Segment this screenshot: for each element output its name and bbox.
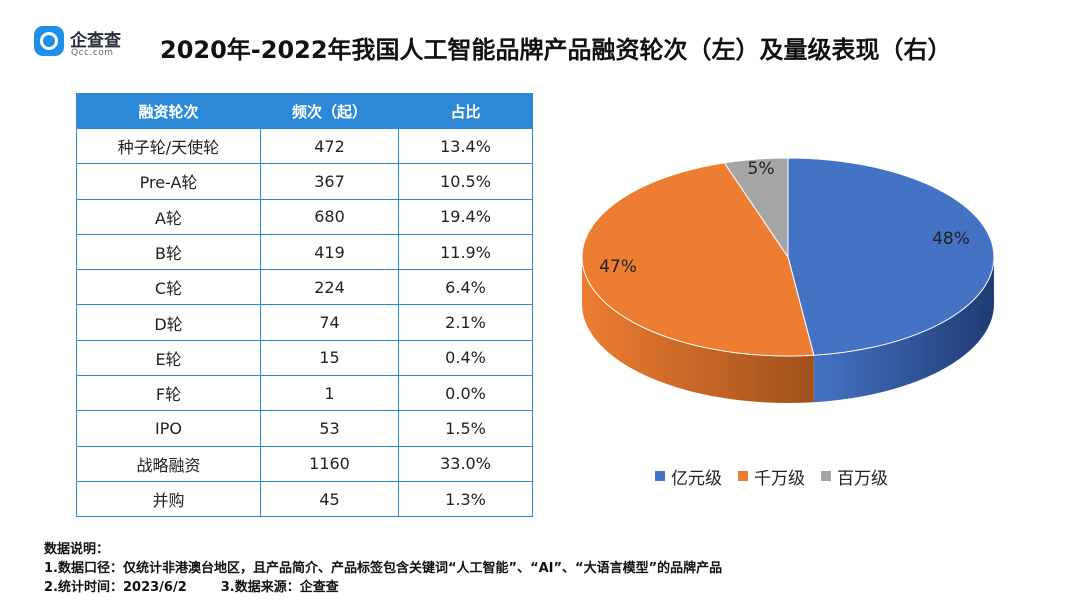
legend-swatch-1	[738, 471, 748, 481]
cell-round: 战略融资	[76, 445, 261, 482]
pie-side-1	[582, 257, 814, 403]
notes-heading: 数据说明：	[44, 542, 110, 557]
pie-data-label-2: 5%	[748, 159, 775, 179]
pie-slice-0	[787, 157, 995, 356]
cell-count: 53	[260, 410, 399, 447]
legend-label-1: 千万级	[754, 468, 805, 489]
table-row: F轮 1 0.0%	[76, 375, 533, 412]
cell-share: 2.1%	[398, 304, 533, 341]
table-row: E轮 15 0.4%	[76, 339, 533, 377]
legend-label-2: 百万级	[837, 468, 888, 489]
table-row: A轮 680 19.4%	[76, 198, 533, 235]
legend-swatch-2	[821, 471, 831, 481]
brand-sub: Qcc.com	[71, 48, 114, 58]
legend-item-0: 亿元级	[655, 464, 722, 489]
qcc-logo-icon	[34, 26, 64, 56]
pie-slice-1	[581, 162, 815, 357]
cell-round: Pre-A轮	[76, 163, 261, 200]
legend-item-2: 百万级	[821, 464, 888, 489]
header-round: 融资轮次	[76, 93, 261, 129]
pie-slice-2	[723, 157, 789, 259]
notes-source: 3.数据来源：企查查	[220, 580, 339, 595]
legend-item-1: 千万级	[738, 464, 805, 489]
brand-name: 企查查	[70, 31, 121, 51]
chart-title: 2020年-2022年我国人工智能品牌产品融资轮次（左）及量级表现（右）	[160, 36, 952, 64]
table-body: 种子轮/天使轮 472 13.4% Pre-A轮 367 10.5% A轮 680 19.4% B…	[76, 127, 533, 518]
notes-line-1: 1.数据口径：仅统计非港澳台地区，且产品简介、产品标签包含关键词“人工智能”、“…	[44, 561, 723, 576]
cell-share: 19.4%	[398, 198, 533, 235]
cell-share: 0.0%	[398, 375, 533, 412]
table-row: C轮 224 6.4%	[76, 269, 533, 306]
table-row: 种子轮/天使轮 472 13.4%	[76, 127, 533, 165]
pie-side-0	[813, 257, 994, 403]
cell-count: 419	[260, 233, 399, 271]
cell-count: 224	[260, 269, 399, 306]
cell-share: 10.5%	[398, 163, 533, 200]
cell-round: E轮	[76, 339, 261, 377]
cell-share: 6.4%	[398, 269, 533, 306]
cell-share: 1.5%	[398, 410, 533, 447]
cell-round: C轮	[76, 269, 261, 306]
pie-data-label-1: 47%	[599, 257, 637, 277]
table-header-row: 融资轮次 频次（起） 占比	[76, 93, 533, 129]
table-row: D轮 74 2.1%	[76, 304, 533, 341]
notes-line-2: 2.统计时间：2023/6/2 3.数据来源：企查查	[44, 578, 722, 597]
legend-swatch-0	[655, 471, 665, 481]
cell-round: B轮	[76, 233, 261, 271]
table-row: 并购 45 1.3%	[76, 480, 533, 518]
notes-stat-time: 2.统计时间：2023/6/2	[44, 580, 187, 595]
cell-round: F轮	[76, 375, 261, 412]
cell-count: 74	[260, 304, 399, 341]
header-share: 占比	[398, 93, 533, 129]
cell-share: 0.4%	[398, 339, 533, 377]
magnitude-pie-chart: 48% 47% 5%	[581, 157, 995, 403]
cell-share: 11.9%	[398, 233, 533, 271]
cell-share: 13.4%	[398, 127, 533, 165]
data-notes: 数据说明： 1.数据口径：仅统计非港澳台地区，且产品简介、产品标签包含关键词“人…	[44, 540, 722, 597]
table-row: IPO 53 1.5%	[76, 410, 533, 447]
legend-label-0: 亿元级	[671, 468, 722, 489]
table-row: 战略融资 1160 33.0%	[76, 445, 533, 482]
cell-count: 367	[260, 163, 399, 200]
cell-count: 472	[260, 127, 399, 165]
qcc-logo: 企查查 Qcc.com	[30, 22, 150, 62]
pie-legend: 亿元级 千万级 百万级	[655, 464, 888, 489]
cell-round: A轮	[76, 198, 261, 235]
cell-round: 并购	[76, 480, 261, 518]
table-row: B轮 419 11.9%	[76, 233, 533, 271]
cell-count: 1	[260, 375, 399, 412]
cell-count: 680	[260, 198, 399, 235]
cell-count: 1160	[260, 445, 399, 482]
financing-round-table: 融资轮次 频次（起） 占比 种子轮/天使轮 472 13.4% Pre-A轮 367 10…	[76, 93, 533, 518]
cell-share: 1.3%	[398, 480, 533, 518]
cell-count: 45	[260, 480, 399, 518]
cell-share: 33.0%	[398, 445, 533, 482]
cell-round: 种子轮/天使轮	[76, 127, 261, 165]
cell-count: 15	[260, 339, 399, 377]
cell-round: IPO	[76, 410, 261, 447]
cell-round: D轮	[76, 304, 261, 341]
pie-data-label-0: 48%	[932, 229, 970, 249]
header-count: 频次（起）	[260, 93, 399, 129]
table-row: Pre-A轮 367 10.5%	[76, 163, 533, 200]
